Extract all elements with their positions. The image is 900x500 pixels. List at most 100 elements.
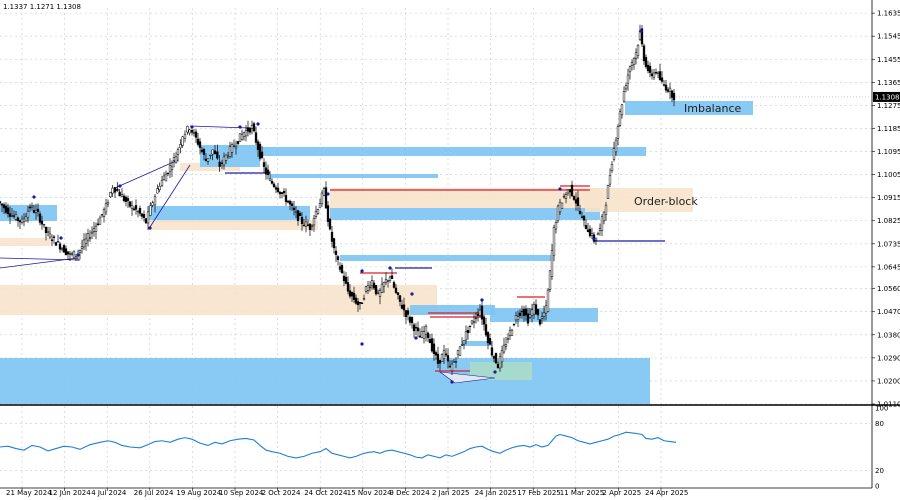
candle-body bbox=[656, 71, 660, 74]
candle-body bbox=[30, 205, 34, 208]
candle-body bbox=[392, 282, 396, 288]
time-tick-label: 24 Oct 2024 bbox=[304, 489, 348, 497]
swing-point-marker bbox=[32, 195, 36, 199]
candle-body bbox=[580, 216, 584, 218]
candle-body bbox=[568, 189, 572, 193]
candle-body bbox=[558, 201, 562, 213]
candle-body bbox=[38, 213, 42, 223]
trend-line bbox=[0, 257, 81, 261]
candle-body bbox=[368, 286, 372, 289]
candle-body bbox=[324, 187, 328, 209]
candle-body bbox=[332, 238, 336, 249]
candle-body bbox=[202, 149, 206, 155]
candle-body bbox=[532, 304, 536, 315]
candle-body bbox=[134, 205, 138, 210]
candle-body bbox=[632, 58, 636, 65]
candle-body bbox=[84, 238, 88, 244]
candle-body bbox=[0, 203, 4, 206]
rsi-line bbox=[0, 431, 677, 459]
imbalance-zone bbox=[0, 358, 650, 404]
candle-body bbox=[346, 282, 350, 292]
candle-body bbox=[468, 325, 472, 328]
time-tick-label: 2 Oct 2024 bbox=[262, 489, 301, 497]
rsi-tick-label: 100 bbox=[875, 405, 888, 413]
candle-body bbox=[256, 141, 260, 150]
candle-body bbox=[398, 295, 402, 302]
candle-body bbox=[476, 313, 480, 316]
candle-body bbox=[464, 331, 468, 341]
candle-body bbox=[198, 141, 202, 148]
candle-body bbox=[522, 309, 526, 316]
swing-point-marker bbox=[388, 266, 392, 270]
candle-body bbox=[348, 290, 352, 297]
candle-body bbox=[360, 302, 364, 305]
candle-body bbox=[540, 316, 544, 319]
candle-body bbox=[584, 225, 588, 230]
candle-body bbox=[54, 242, 58, 246]
candle-body bbox=[650, 73, 654, 76]
order-block-zone bbox=[0, 238, 50, 246]
candle-body bbox=[192, 132, 196, 134]
candle-body bbox=[181, 136, 184, 146]
candle-body bbox=[124, 196, 128, 202]
candle-body bbox=[258, 143, 262, 159]
candle-body bbox=[450, 363, 454, 372]
candle-body bbox=[642, 45, 646, 62]
candle-body bbox=[130, 205, 134, 209]
price-tick-label: 1.1005 bbox=[877, 171, 900, 179]
candle-body bbox=[354, 297, 358, 304]
candle-body bbox=[428, 339, 432, 344]
candle-body bbox=[60, 248, 64, 250]
candle-body bbox=[0, 201, 2, 204]
candle-body bbox=[186, 126, 189, 133]
current-price-label: 1.1308 bbox=[875, 93, 900, 101]
candle-body bbox=[284, 195, 288, 202]
candle-body bbox=[314, 211, 318, 217]
candle-body bbox=[36, 208, 40, 212]
candle-body bbox=[302, 224, 306, 227]
candle-body bbox=[78, 250, 82, 253]
candle-body bbox=[240, 134, 244, 140]
candle-body bbox=[462, 340, 466, 345]
candle-body bbox=[342, 275, 346, 282]
candle-body bbox=[70, 253, 74, 255]
candle-body bbox=[482, 317, 486, 325]
candle-body bbox=[328, 218, 332, 230]
candle-body bbox=[644, 57, 648, 68]
swing-point-marker bbox=[639, 29, 643, 33]
candle-body bbox=[149, 205, 152, 216]
candle-body bbox=[312, 218, 316, 226]
swing-point-marker bbox=[238, 125, 242, 129]
candle-body bbox=[400, 304, 404, 309]
candle-body bbox=[600, 216, 604, 232]
candle-body bbox=[120, 194, 124, 197]
candle-body bbox=[308, 223, 312, 231]
candle-body bbox=[268, 178, 272, 181]
candle-body bbox=[646, 64, 650, 72]
zones bbox=[0, 101, 753, 404]
candle-body bbox=[654, 72, 658, 74]
candle-body bbox=[72, 250, 76, 259]
candle-body bbox=[90, 231, 94, 234]
candle-body bbox=[46, 231, 50, 233]
candle-body bbox=[109, 192, 112, 198]
swing-point-marker bbox=[118, 184, 122, 188]
candle-body bbox=[58, 243, 62, 250]
time-tick-label: 19 Aug 2024 bbox=[176, 489, 221, 497]
candle-body bbox=[92, 228, 96, 232]
candle-body bbox=[200, 149, 204, 152]
candle-body bbox=[296, 210, 300, 221]
candle-body bbox=[432, 343, 436, 355]
candle-body bbox=[572, 196, 576, 200]
candle-body bbox=[394, 287, 398, 293]
order-block-zone bbox=[0, 285, 437, 315]
candle-body bbox=[264, 167, 268, 175]
candle-body bbox=[424, 325, 428, 335]
swing-point-marker bbox=[360, 342, 364, 346]
candle-body bbox=[386, 280, 390, 282]
candle-body bbox=[530, 309, 534, 316]
candle-body bbox=[168, 165, 172, 172]
rsi-tick-label: 80 bbox=[875, 420, 884, 428]
candle-body bbox=[96, 223, 100, 225]
